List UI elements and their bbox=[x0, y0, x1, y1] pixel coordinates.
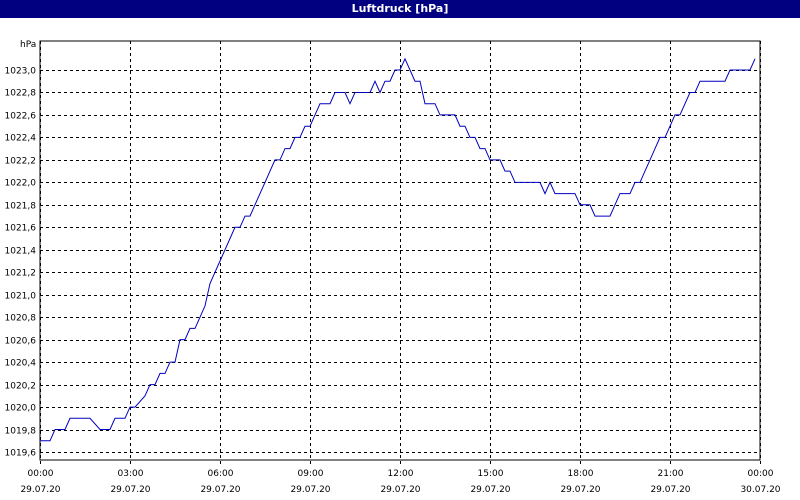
x-tick-labels: 00:00 29.07.20 03:00 29.07.20 06:00 29.07.20 0… bbox=[20, 469, 780, 495]
y-tick-label: 1020,4 bbox=[5, 359, 37, 369]
x-tick-label-time: 18:00 bbox=[568, 469, 594, 479]
y-tick-label: 1021,8 bbox=[5, 202, 37, 212]
y-axis-unit-label: hPa bbox=[20, 40, 36, 50]
x-tick-label-date: 29.07.20 bbox=[380, 485, 420, 495]
x-tick-label-date: 29.07.20 bbox=[650, 485, 690, 495]
series-group bbox=[40, 57, 756, 442]
y-tick-label: 1020,6 bbox=[5, 337, 37, 347]
x-tick-label-time: 00:00 bbox=[748, 469, 774, 479]
x-tick-label-time: 15:00 bbox=[478, 469, 504, 479]
y-tick-labels: 1019,6 1019,8 1020,0 1020,2 1020,4 1020,6 1020… bbox=[5, 67, 37, 459]
y-tick-label: 1020,0 bbox=[5, 404, 37, 414]
x-tick-label-time: 12:00 bbox=[388, 469, 414, 479]
y-tick-label: 1020,2 bbox=[5, 382, 37, 392]
x-gridlines bbox=[40, 41, 761, 465]
x-tick-label-date: 29.07.20 bbox=[110, 485, 150, 495]
y-tick-label: 1021,6 bbox=[5, 224, 37, 234]
x-tick-label-time: 03:00 bbox=[118, 469, 144, 479]
x-tick-label-date: 29.07.20 bbox=[200, 485, 240, 495]
y-tick-label: 1023,0 bbox=[5, 67, 37, 77]
y-tick-label: 1022,8 bbox=[5, 89, 37, 99]
x-tick-label-time: 00:00 bbox=[28, 469, 54, 479]
y-tick-label: 1022,0 bbox=[5, 179, 37, 189]
chart-title: Luftdruck [hPa] bbox=[0, 0, 800, 18]
pressure-series-line bbox=[40, 57, 756, 442]
y-tick-label: 1022,4 bbox=[5, 134, 37, 144]
x-tick-label-date: 30.07.20 bbox=[740, 485, 780, 495]
y-tick-label: 1019,8 bbox=[5, 427, 37, 437]
y-tick-label: 1021,0 bbox=[5, 292, 37, 302]
x-tick-label-date: 29.07.20 bbox=[20, 485, 60, 495]
x-tick-label-time: 21:00 bbox=[658, 469, 684, 479]
y-tick-label: 1019,6 bbox=[5, 449, 37, 459]
y-tick-label: 1020,8 bbox=[5, 314, 37, 324]
y-tick-label: 1022,2 bbox=[5, 157, 37, 167]
y-tick-label: 1021,2 bbox=[5, 269, 37, 279]
x-tick-label-time: 06:00 bbox=[208, 469, 234, 479]
y-tick-label: 1021,4 bbox=[5, 247, 37, 257]
x-tick-label-date: 29.07.20 bbox=[470, 485, 510, 495]
x-tick-label-date: 29.07.20 bbox=[560, 485, 600, 495]
x-tick-label-date: 29.07.20 bbox=[290, 485, 330, 495]
y-tick-label: 1022,6 bbox=[5, 112, 37, 122]
x-tick-label-time: 09:00 bbox=[298, 469, 324, 479]
